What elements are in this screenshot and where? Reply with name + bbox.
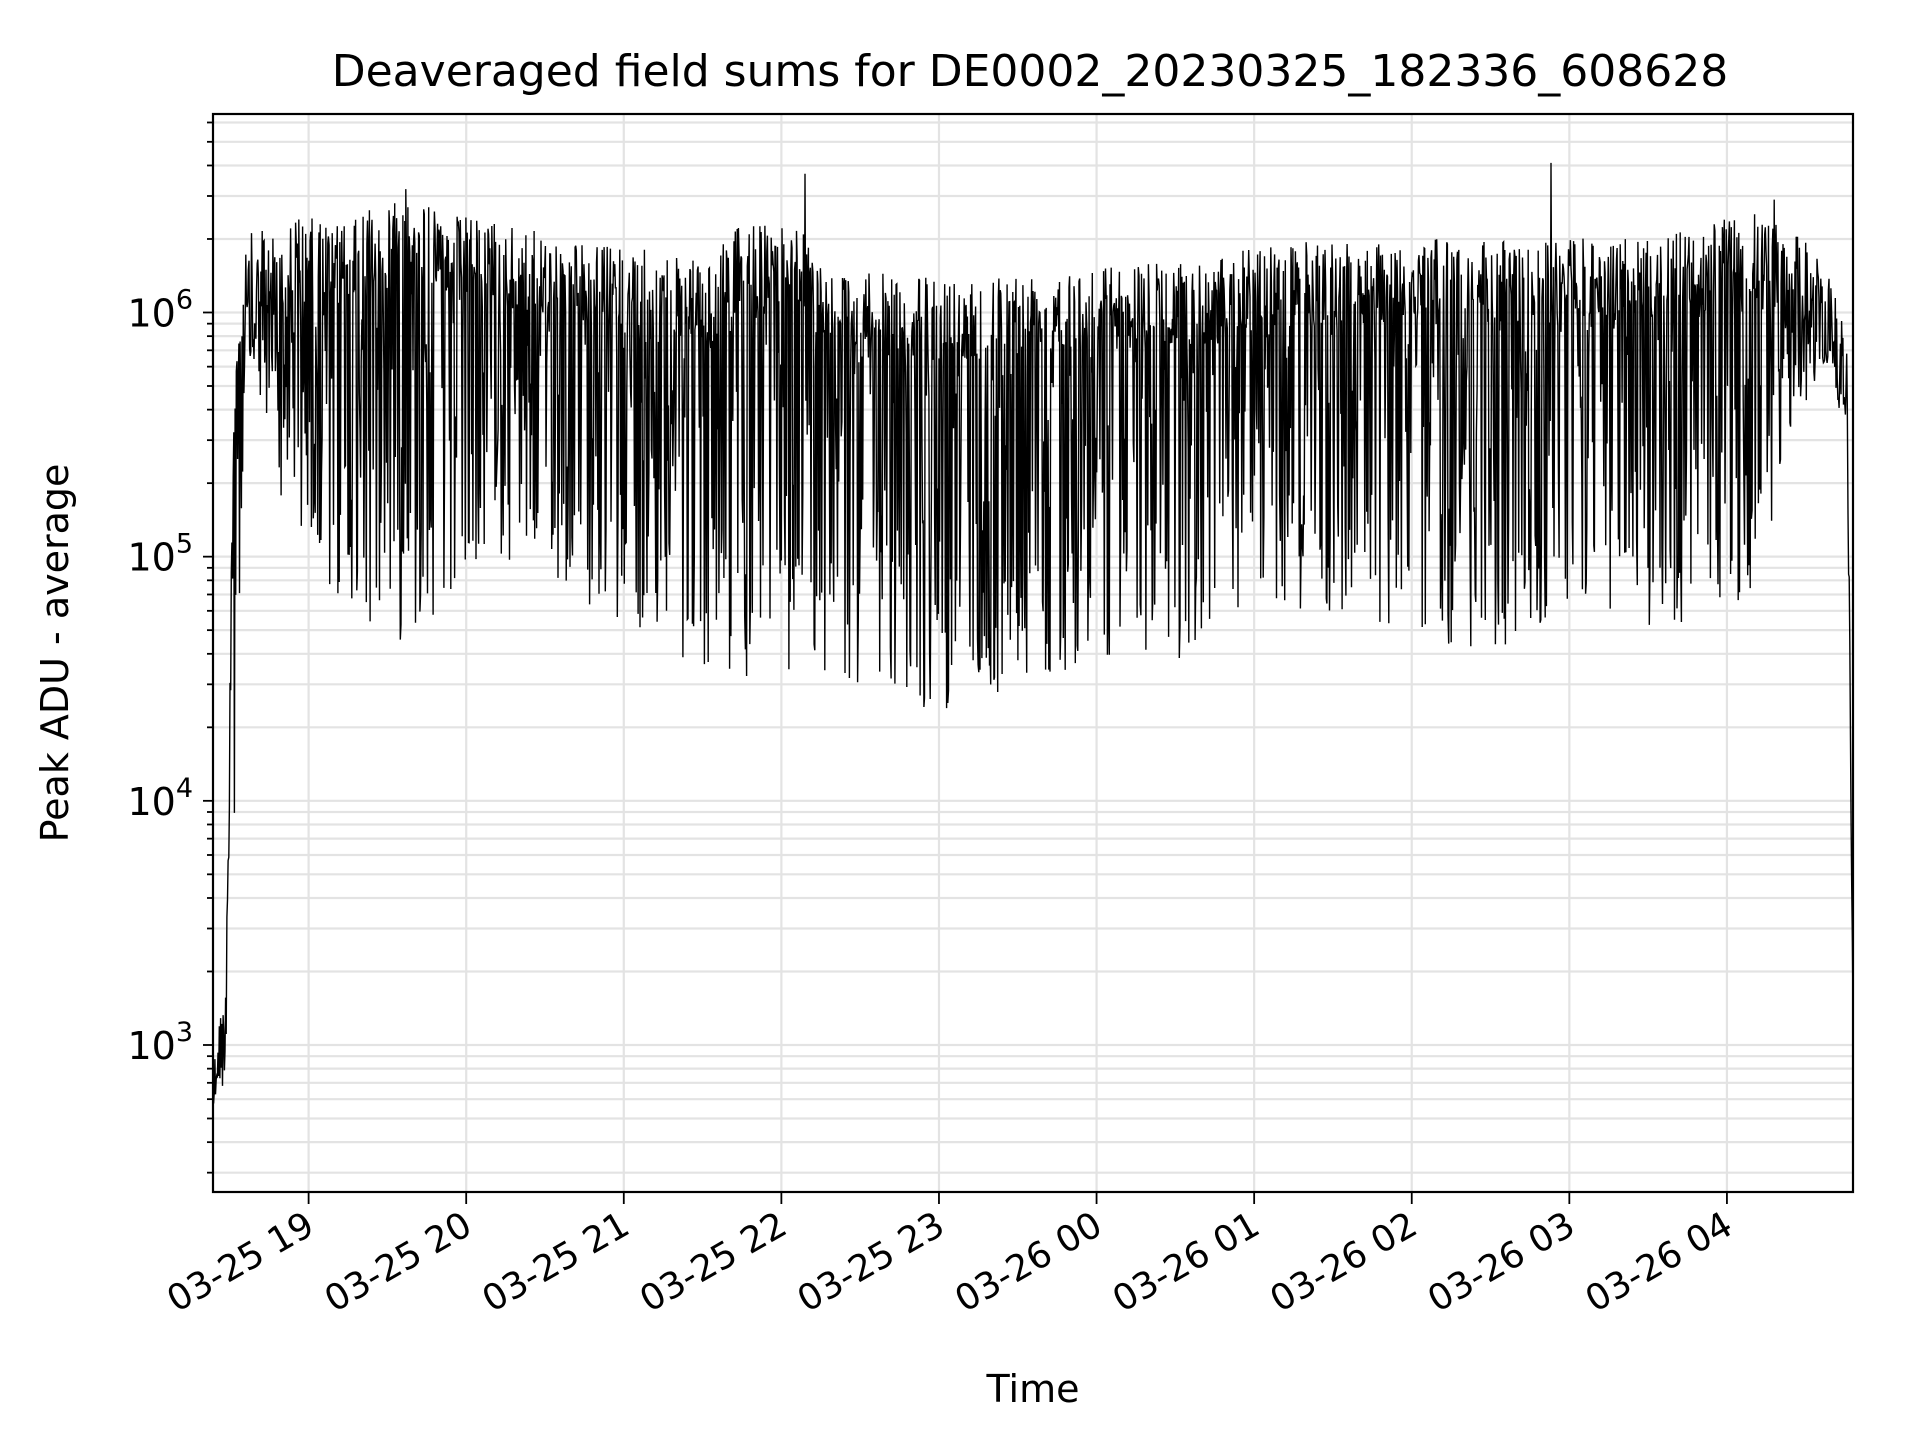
y-tick-base: 10 [127, 1024, 175, 1068]
y-tick-label: 104 [127, 773, 193, 824]
x-axis-label: Time [986, 1367, 1080, 1411]
y-tick-exponent: 3 [176, 1017, 193, 1048]
data-series [213, 162, 1853, 1104]
y-tick-base: 10 [127, 536, 175, 580]
series-line [213, 162, 1853, 1104]
y-tick-base: 10 [127, 780, 175, 824]
y-tick-base: 10 [127, 291, 175, 335]
chart-title: Deaveraged field sums for DE0002_2023032… [332, 46, 1729, 97]
y-tick-exponent: 6 [176, 284, 193, 315]
y-tick-label: 106 [127, 284, 193, 335]
y-tick-exponent: 4 [176, 773, 193, 804]
y-axis-label: Peak ADU - average [33, 464, 77, 843]
y-tick-label: 103 [127, 1017, 193, 1068]
y-tick-exponent: 5 [176, 529, 193, 560]
y-tick-label: 105 [127, 529, 193, 580]
